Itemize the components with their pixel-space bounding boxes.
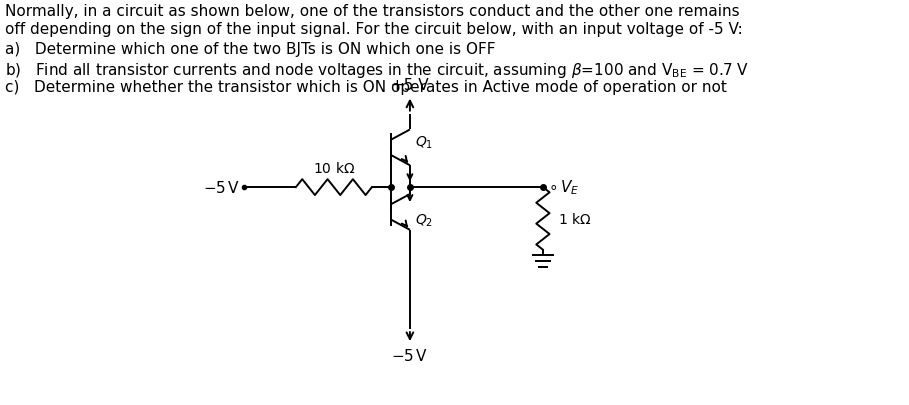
Text: $Q_1$: $Q_1$ — [415, 134, 433, 150]
Text: b)   Find all transistor currents and node voltages in the circuit, assuming $\b: b) Find all transistor currents and node… — [5, 61, 749, 80]
Text: $-5\,\mathrm{V}$: $-5\,\mathrm{V}$ — [391, 347, 428, 363]
Text: +5 V: +5 V — [391, 78, 429, 92]
Text: $\circ\,V_E$: $\circ\,V_E$ — [547, 178, 579, 197]
Text: $-5\,\mathrm{V}$: $-5\,\mathrm{V}$ — [203, 180, 240, 196]
Text: a)   Determine which one of the two BJTs is ON which one is OFF: a) Determine which one of the two BJTs i… — [5, 42, 495, 57]
Text: off depending on the sign of the input signal. For the circuit below, with an in: off depending on the sign of the input s… — [5, 22, 743, 37]
Text: 1 k$\Omega$: 1 k$\Omega$ — [558, 211, 592, 226]
Text: Normally, in a circuit as shown below, one of the transistors conduct and the ot: Normally, in a circuit as shown below, o… — [5, 4, 740, 19]
Text: $Q_2$: $Q_2$ — [415, 212, 433, 228]
Text: c)   Determine whether the transistor which is ON operates in Active mode of ope: c) Determine whether the transistor whic… — [5, 80, 727, 95]
Text: 10 k$\Omega$: 10 k$\Omega$ — [313, 161, 355, 176]
